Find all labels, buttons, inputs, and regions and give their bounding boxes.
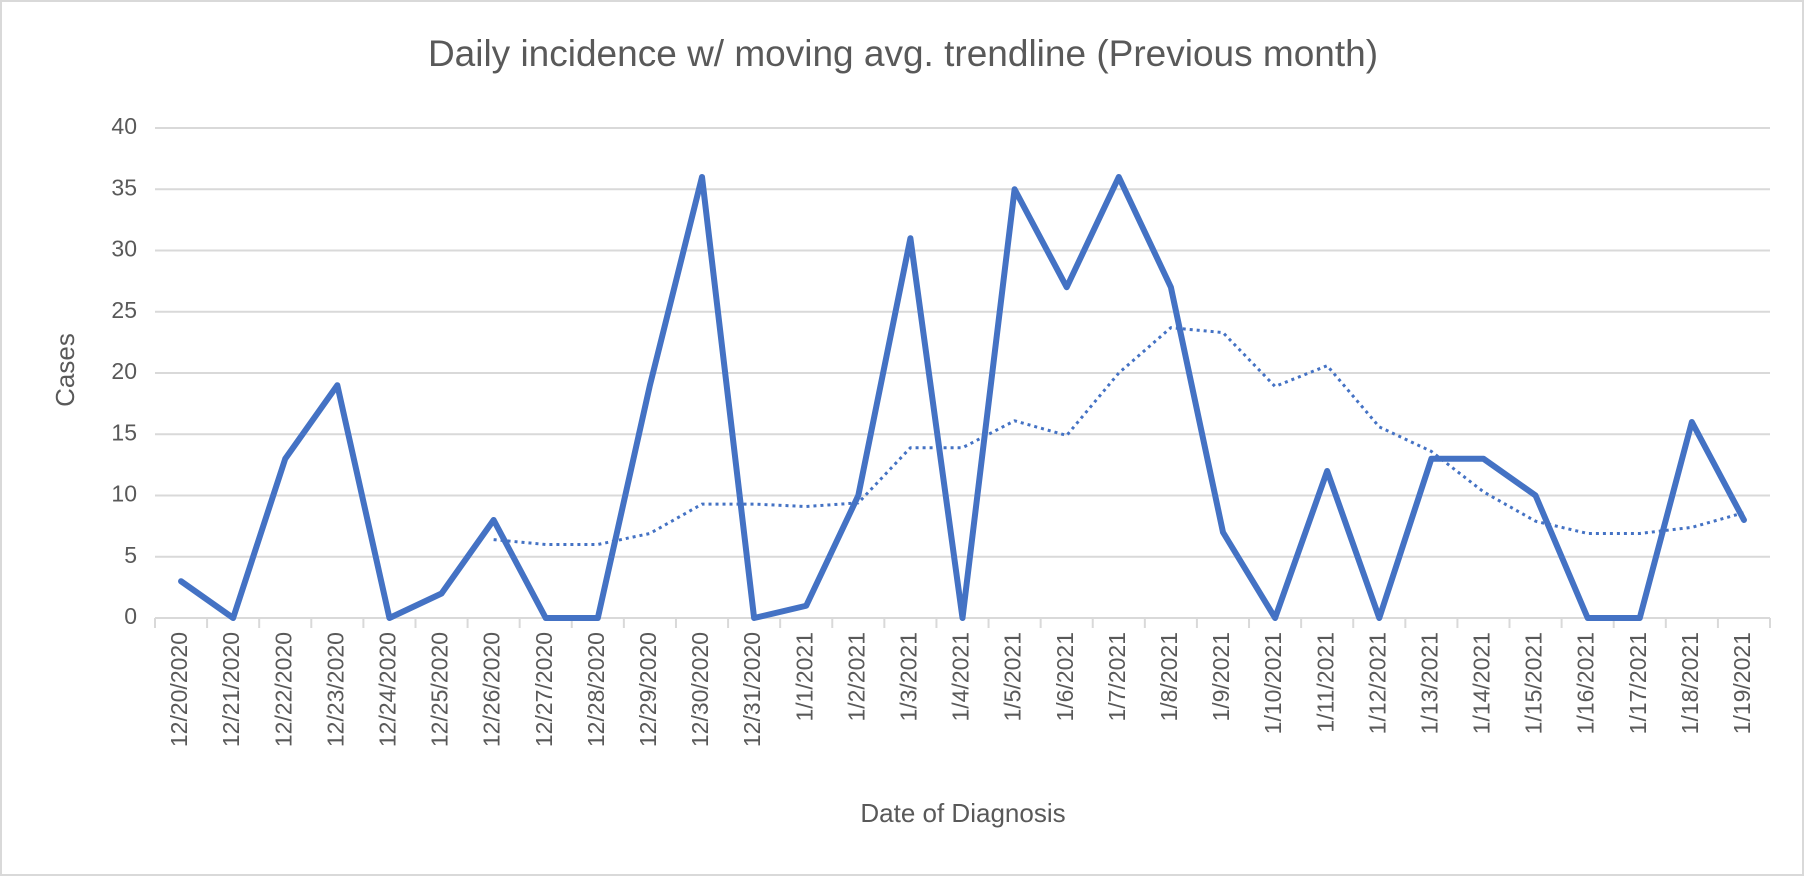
x-tick-label: 1/12/2021 <box>1364 632 1390 734</box>
x-axis-label: Date of Diagnosis <box>860 798 1065 828</box>
x-tick-label: 12/30/2020 <box>687 632 713 747</box>
x-tick-label: 12/31/2020 <box>739 632 765 747</box>
y-tick-label: 30 <box>111 236 137 262</box>
y-tick-label: 15 <box>111 419 137 445</box>
x-tick-label: 12/27/2020 <box>531 632 557 747</box>
x-tick-label: 12/22/2020 <box>270 632 296 747</box>
x-tick-label: 1/18/2021 <box>1677 632 1703 734</box>
x-tick-label: 12/25/2020 <box>427 632 453 747</box>
y-tick-label: 10 <box>111 481 137 507</box>
trend-line <box>493 326 1745 546</box>
y-tick-label: 40 <box>111 113 137 139</box>
x-tick-label: 1/15/2021 <box>1521 632 1547 734</box>
x-tick-label: 12/29/2020 <box>635 632 661 747</box>
x-tick-label: 1/6/2021 <box>1052 632 1078 722</box>
x-tick-label: 1/10/2021 <box>1260 632 1286 734</box>
x-tick-label: 12/26/2020 <box>479 632 505 747</box>
x-tick-label: 12/20/2020 <box>166 632 192 747</box>
x-tick-label: 1/3/2021 <box>895 632 921 722</box>
y-tick-label: 35 <box>111 174 137 200</box>
x-tick-label: 12/21/2020 <box>218 632 244 747</box>
x-tick-label: 1/8/2021 <box>1156 632 1182 722</box>
chart-title: Daily incidence w/ moving avg. trendline… <box>428 33 1378 74</box>
y-axis-label: Cases <box>50 333 80 407</box>
x-tick-label: 1/9/2021 <box>1208 632 1234 722</box>
x-tick-label: 1/17/2021 <box>1625 632 1651 734</box>
x-tick-label: 1/7/2021 <box>1104 632 1130 722</box>
x-tick-label: 1/2/2021 <box>843 632 869 722</box>
x-tick-label: 1/19/2021 <box>1729 632 1755 734</box>
data-line <box>178 174 1747 621</box>
x-tick-label: 1/5/2021 <box>1000 632 1026 722</box>
x-tick-label: 1/13/2021 <box>1416 632 1442 734</box>
x-tick-label: 1/4/2021 <box>948 632 974 722</box>
y-tick-label: 0 <box>124 603 137 629</box>
x-tick-label: 12/24/2020 <box>375 632 401 747</box>
x-tick-label: 1/1/2021 <box>791 632 817 722</box>
x-tick-label: 1/16/2021 <box>1573 632 1599 734</box>
x-tick-label: 1/11/2021 <box>1312 632 1338 733</box>
y-tick-label: 5 <box>124 542 137 568</box>
y-tick-label: 20 <box>111 358 137 384</box>
x-tick-label: 12/28/2020 <box>583 632 609 747</box>
y-tick-label: 25 <box>111 297 137 323</box>
x-tick-label: 12/23/2020 <box>322 632 348 747</box>
x-tick-label: 1/14/2021 <box>1469 632 1495 734</box>
